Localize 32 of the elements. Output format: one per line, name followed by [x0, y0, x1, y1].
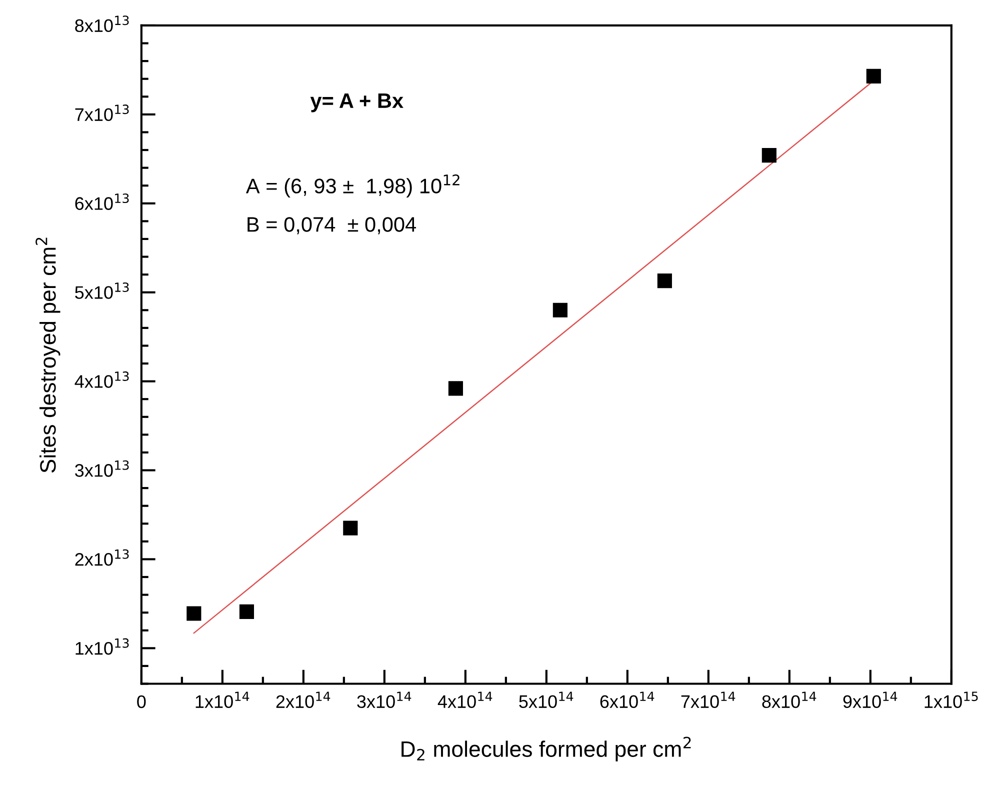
point	[762, 148, 776, 163]
y-axis-title: Sites destroyed per cm$^{2}$	[36, 238, 60, 473]
point	[186, 606, 202, 621]
y-tick-label: 7x10$^{13}$	[75, 104, 129, 122]
x-tick-label: 1x10$^{14}$	[196, 692, 250, 708]
point	[448, 381, 463, 396]
y-tick-label: 5x10$^{13}$	[75, 282, 129, 299]
point	[552, 302, 568, 318]
x-tick-label: 0	[137, 695, 146, 708]
x-tick-label: 1x10$^{15}$	[924, 692, 978, 708]
y-tick-label: 2x10$^{13}$	[75, 549, 129, 566]
x-tick-label: 3x10$^{14}$	[357, 692, 412, 708]
point	[343, 520, 358, 536]
x-tick-label: 7x10$^{14}$	[681, 692, 736, 708]
y-tick-label: 1x10$^{13}$	[76, 638, 129, 655]
annotation: A = (6, 93 ± 1,98) 10$^{12}$	[246, 174, 460, 198]
annotation: y= A + Bx	[310, 94, 404, 112]
x-tick-label: 5x10$^{14}$	[519, 692, 574, 708]
y-tick-label: 6x10$^{13}$	[75, 194, 129, 210]
y-tick-label: 4x10$^{13}$	[74, 371, 129, 388]
x-tick-label: 4x10$^{14}$	[438, 692, 492, 708]
x-tick-label: 8x10$^{14}$	[762, 692, 816, 708]
x-tick-label: 2x10$^{14}$	[276, 692, 330, 708]
x-tick-label: 6x10$^{14}$	[600, 692, 654, 708]
point	[866, 68, 881, 84]
annotation: B = 0,074 ± 0,004	[248, 217, 416, 234]
y-tick-label: 3x10$^{13}$	[75, 460, 129, 477]
point	[239, 604, 254, 619]
y-tick-label: 8x10$^{13}$	[75, 16, 129, 32]
x-tick-label: 9x10$^{14}$	[843, 692, 898, 708]
point	[657, 273, 672, 288]
x-axis-title: D$_{2}$ molecules formed per cm$^{2}$	[402, 736, 691, 762]
